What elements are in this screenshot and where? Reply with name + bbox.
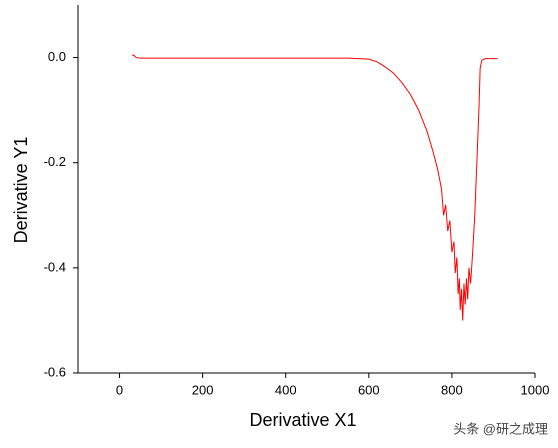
data-line [131,54,498,321]
y-tick-label: -0.4 [44,259,66,274]
x-tick-label: 1000 [521,382,550,397]
y-tick-label: 0.0 [48,49,66,64]
x-tick-label: 0 [116,382,123,397]
y-tick-label: -0.2 [44,154,66,169]
y-axis-title: Derivative Y1 [11,137,31,244]
x-tick-label: 600 [358,382,380,397]
watermark: 头条 @研之成理 [453,421,548,436]
x-tick-label: 800 [441,382,463,397]
y-tick-label: -0.6 [44,364,66,379]
x-axis-title: Derivative X1 [249,410,356,430]
x-tick-label: 400 [275,382,297,397]
x-tick-label: 200 [192,382,214,397]
